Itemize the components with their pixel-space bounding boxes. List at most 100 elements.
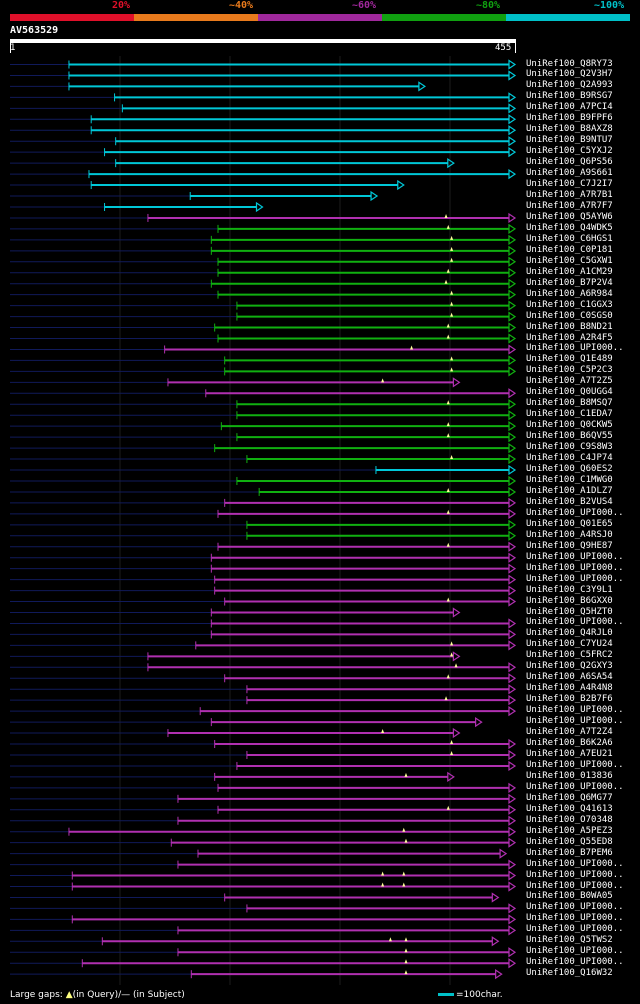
hit-label[interactable]: UniRef100_B6QV55 — [526, 431, 613, 442]
hit-label[interactable]: UniRef100_UPI000.. — [526, 759, 624, 770]
hit-label[interactable]: UniRef100_Q9HE87 — [526, 540, 613, 551]
hit-end-arrowhead — [508, 70, 517, 81]
hit-label[interactable]: UniRef100_UPI000.. — [526, 781, 624, 792]
hit-label[interactable]: UniRef100_UPI000.. — [526, 705, 624, 716]
hit-label[interactable]: UniRef100_B8MSQ7 — [526, 398, 613, 409]
hit-label[interactable]: UniRef100_UPI000.. — [526, 913, 624, 924]
hit-label[interactable]: UniRef100_Q1E489 — [526, 354, 613, 365]
hit-label[interactable]: UniRef100_Q16W32 — [526, 968, 613, 979]
hit-label[interactable]: UniRef100_A7T2Z5 — [526, 376, 613, 387]
query-gap-marker — [450, 301, 454, 306]
hit-label[interactable]: UniRef100_A7T2Z4 — [526, 727, 613, 738]
hit-label[interactable]: UniRef100_Q5TWS2 — [526, 935, 613, 946]
hit-label[interactable]: UniRef100_A7PCI4 — [526, 102, 613, 113]
hit-label[interactable]: UniRef100_UPI000.. — [526, 507, 624, 518]
hit-label[interactable]: UniRef100_B0WA05 — [526, 891, 613, 902]
hit-label[interactable]: UniRef100_Q2A993 — [526, 80, 613, 91]
hit-label[interactable]: UniRef100_B7P2V4 — [526, 277, 613, 288]
hit-label[interactable]: UniRef100_UPI000.. — [526, 924, 624, 935]
hit-label[interactable]: UniRef100_UPI000.. — [526, 573, 624, 584]
query-ruler — [10, 39, 516, 43]
hit-label[interactable]: UniRef100_Q8RY73 — [526, 58, 613, 69]
hit-label[interactable]: UniRef100_Q2GXY3 — [526, 661, 613, 672]
hit-label[interactable]: UniRef100_C5FRC2 — [526, 650, 613, 661]
hit-label[interactable]: UniRef100_B9RSG7 — [526, 91, 613, 102]
hit-label[interactable]: UniRef100_UPI000.. — [526, 551, 624, 562]
hit-label[interactable]: UniRef100_B7PEM6 — [526, 847, 613, 858]
hit-label[interactable]: UniRef100_A7R7B1 — [526, 190, 613, 201]
hit-label[interactable]: UniRef100_Q2V3H7 — [526, 69, 613, 80]
hit-end-arrowhead — [508, 442, 517, 454]
hit-end-arrowhead — [508, 826, 517, 837]
hit-label[interactable]: UniRef100_Q4RJL0 — [526, 628, 613, 639]
hit-label[interactable]: UniRef100_UPI000.. — [526, 946, 624, 957]
hit-label[interactable]: UniRef100_C7YU24 — [526, 639, 613, 650]
hit-label[interactable]: UniRef100_C0P181 — [526, 244, 613, 255]
hit-label[interactable]: UniRef100_A4R4N8 — [526, 683, 613, 694]
hit-label[interactable]: UniRef100_C1GGX3 — [526, 299, 613, 310]
hit-label[interactable]: UniRef100_B9FPF6 — [526, 113, 613, 124]
query-gap-marker — [404, 772, 408, 777]
hit-label[interactable]: UniRef100_A5PEZ3 — [526, 825, 613, 836]
hit-label[interactable]: UniRef100_C6HGS1 — [526, 233, 613, 244]
hit-label[interactable]: UniRef100_Q55ED8 — [526, 836, 613, 847]
hit-label[interactable]: UniRef100_C0SGS0 — [526, 310, 613, 321]
hit-label[interactable]: UniRef100_Q6PS56 — [526, 157, 613, 168]
hit-label[interactable]: UniRef100_C1MWG0 — [526, 474, 613, 485]
hit-label[interactable]: UniRef100_Q5HZT0 — [526, 606, 613, 617]
query-gap-marker — [444, 213, 448, 218]
hit-end-arrowhead — [508, 925, 517, 936]
hit-label[interactable]: UniRef100_A7EU21 — [526, 748, 613, 759]
scale-legend: =100char. — [438, 990, 503, 1001]
hit-label[interactable]: UniRef100_A6SA54 — [526, 672, 613, 683]
hit-label[interactable]: UniRef100_C1EDA7 — [526, 409, 613, 420]
hit-label[interactable]: UniRef100_C3Y9L1 — [526, 584, 613, 595]
hit-label[interactable]: UniRef100_B8AXZ8 — [526, 124, 613, 135]
hit-label[interactable]: UniRef100_UPI000.. — [526, 869, 624, 880]
hit-label[interactable]: UniRef100_UPI000.. — [526, 617, 624, 628]
pct-label-20: 20% — [112, 0, 131, 11]
hit-label[interactable]: UniRef100_A9S661 — [526, 168, 613, 179]
hit-label[interactable]: UniRef100_C4JP74 — [526, 453, 613, 464]
hit-label[interactable]: UniRef100_Q01E65 — [526, 518, 613, 529]
hit-label[interactable]: UniRef100_UPI000.. — [526, 858, 624, 869]
hit-label[interactable]: UniRef100_C9S8W3 — [526, 442, 613, 453]
hit-label[interactable]: UniRef100_Q41613 — [526, 803, 613, 814]
hit-label[interactable]: UniRef100_UPI000.. — [526, 957, 624, 968]
hit-label[interactable]: UniRef100_A4RSJ0 — [526, 529, 613, 540]
hit-label[interactable]: UniRef100_Q60ES2 — [526, 464, 613, 475]
hit-label[interactable]: UniRef100_B8ND21 — [526, 321, 613, 332]
hit-end-arrowhead — [508, 223, 517, 235]
hit-label[interactable]: UniRef100_Q4WDK5 — [526, 222, 613, 233]
hit-label[interactable]: UniRef100_UPI000.. — [526, 902, 624, 913]
coverage-percent-legend: 20% ~40% ~60% ~80% ~100% — [0, 0, 640, 12]
hit-label[interactable]: UniRef100_B6K2A6 — [526, 738, 613, 749]
hit-label[interactable]: UniRef100_UPI000.. — [526, 343, 624, 354]
hit-label[interactable]: UniRef100_Q5AYW6 — [526, 211, 613, 222]
hit-label[interactable]: UniRef100_UPI000.. — [526, 562, 624, 573]
hit-label[interactable]: UniRef100_UPI000.. — [526, 880, 624, 891]
hit-label[interactable]: UniRef100_B9NTU7 — [526, 135, 613, 146]
hit-label[interactable]: UniRef100_B2B7F6 — [526, 694, 613, 705]
hit-label[interactable]: UniRef100_A1DLZ7 — [526, 485, 613, 496]
hit-label[interactable]: UniRef100_A6R984 — [526, 288, 613, 299]
query-gap-marker — [446, 674, 450, 679]
hit-label[interactable]: UniRef100_C5YXJ2 — [526, 146, 613, 157]
hit-label[interactable]: UniRef100_B2VUS4 — [526, 496, 613, 507]
hit-label[interactable]: UniRef100_A2R4F5 — [526, 332, 613, 343]
hit-label[interactable]: UniRef100_Q6MG77 — [526, 792, 613, 803]
hit-label[interactable]: UniRef100_B6GXX0 — [526, 595, 613, 606]
hit-label[interactable]: UniRef100_C5P2C3 — [526, 365, 613, 376]
hit-label[interactable]: UniRef100_Q0UGG4 — [526, 387, 613, 398]
hit-label[interactable]: UniRef100_Q0CKW5 — [526, 420, 613, 431]
hit-label[interactable]: UniRef100_C7J2I7 — [526, 179, 613, 190]
hit-label[interactable]: UniRef100_A7R7F7 — [526, 200, 613, 211]
hit-label[interactable]: UniRef100_C5GXW1 — [526, 255, 613, 266]
hit-end-arrowhead — [370, 190, 379, 202]
hit-end-arrowhead — [508, 903, 517, 914]
hit-label[interactable]: UniRef100_A1CM29 — [526, 266, 613, 277]
hit-label[interactable]: UniRef100_013836 — [526, 770, 613, 781]
query-gap-marker — [404, 959, 408, 964]
hit-label[interactable]: UniRef100_UPI000.. — [526, 716, 624, 727]
hit-label[interactable]: UniRef100_O70348 — [526, 814, 613, 825]
